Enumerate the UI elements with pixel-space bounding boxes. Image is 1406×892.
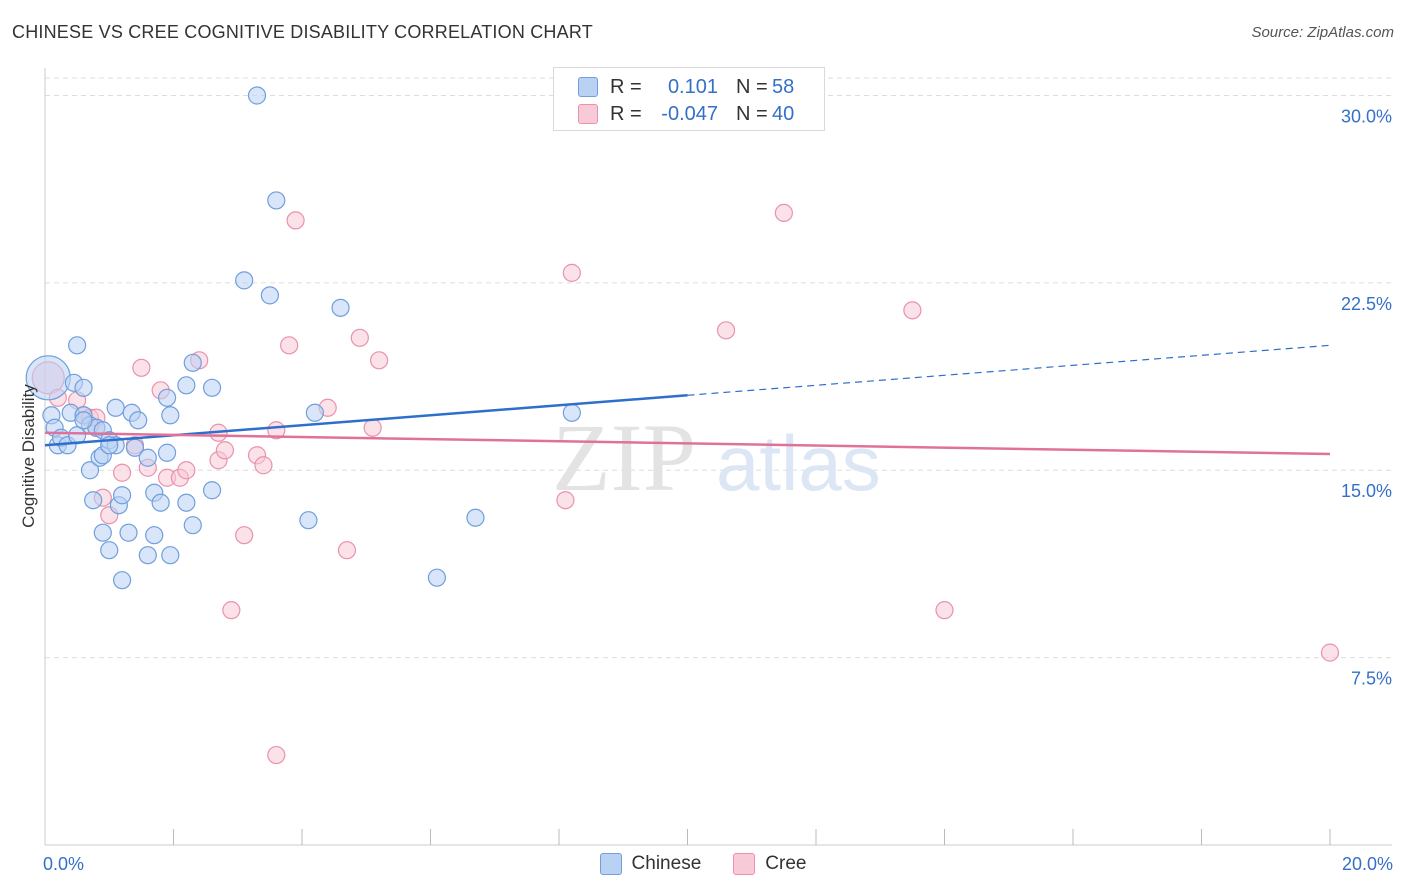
chinese-point [267, 191, 286, 210]
stats-legend: R = 0.101 N = 58 R = -0.047 N = 40 [553, 67, 825, 131]
cree-trend-line [44, 431, 1331, 456]
chinese-point [202, 378, 222, 397]
watermark-zip: ZIP [552, 404, 696, 511]
chinese-point [157, 443, 177, 462]
legend-r-value: 0.101 [667, 75, 718, 98]
chinese-point [100, 541, 119, 560]
chinese-point [68, 336, 87, 355]
cree-point [267, 745, 286, 765]
legend-row-chinese: R = 0.101 N = 58 [578, 74, 794, 100]
legend-label-cree: Cree [765, 853, 807, 874]
chinese-point [129, 411, 148, 430]
chinese-point [74, 378, 93, 397]
chinese-point [74, 411, 93, 430]
cree-point [235, 526, 254, 545]
legend-r-label: R = [610, 75, 642, 98]
chinese-point [93, 523, 112, 542]
cree-point [280, 336, 299, 355]
chinese-point [235, 271, 254, 290]
chinese-trend-extension [687, 344, 1331, 396]
chinese-point [151, 493, 170, 512]
legend-r-label: R = [610, 102, 642, 125]
chinese-point [161, 546, 180, 565]
chinese-point [161, 406, 180, 425]
cree-swatch [733, 853, 756, 875]
cree-point [215, 441, 234, 460]
chinese-point [247, 86, 267, 105]
cree-point [363, 418, 382, 437]
cree-point [562, 263, 581, 282]
series-legend: Chinese Cree [0, 851, 1406, 877]
legend-item-chinese[interactable]: Chinese [599, 853, 702, 875]
chinese-point [84, 491, 103, 510]
cree-point [716, 321, 736, 340]
chinese-point [177, 376, 196, 395]
cree-point [903, 301, 922, 320]
legend-n-label: N = [736, 75, 768, 98]
chinese-swatch [599, 853, 622, 875]
y-tick-label: 7.5% [1351, 669, 1392, 689]
chinese-point [119, 523, 138, 542]
cree-point [774, 203, 793, 223]
cree-point [177, 461, 196, 480]
x-tick-label: 20.0% [1342, 854, 1393, 874]
cree-point [222, 601, 241, 620]
chinese-point [145, 526, 164, 545]
chinese-point [260, 286, 279, 305]
y-tick-label: 15.0% [1341, 481, 1392, 501]
cree-point [286, 211, 305, 230]
chinese-point [202, 481, 222, 500]
legend-n-value: 40 [772, 102, 795, 125]
y-tick-label: 30.0% [1341, 106, 1392, 126]
legend-n-value: 58 [772, 75, 795, 98]
cree-point [556, 491, 575, 510]
cree-point [350, 328, 369, 347]
cree-point [1320, 643, 1340, 662]
chinese-point [80, 461, 100, 480]
chinese-trend-line [44, 394, 688, 447]
cree-point [254, 456, 273, 475]
legend-label-chinese: Chinese [631, 853, 702, 874]
y-tick-label: 22.5% [1341, 294, 1392, 314]
chinese-point [427, 568, 447, 587]
chinese-point [157, 388, 177, 407]
chinese-point [466, 508, 485, 527]
chinese-point [138, 448, 157, 467]
chinese-swatch [578, 77, 598, 97]
chinese-point [138, 546, 157, 565]
chinese-point [177, 493, 196, 512]
chinese-point [562, 403, 581, 422]
chinese-point [331, 298, 350, 317]
chinese-point [305, 403, 324, 422]
cree-point [112, 463, 132, 482]
cree-point [935, 601, 954, 620]
chart-title: CHINESE VS CREE COGNITIVE DISABILITY COR… [12, 22, 593, 42]
y-axis-label: Cognitive Disability [19, 384, 38, 528]
chinese-point [112, 486, 132, 505]
chinese-point [183, 516, 202, 535]
x-tick-label: 0.0% [43, 854, 84, 874]
legend-r-value: -0.047 [661, 102, 718, 125]
legend-n-label: N = [736, 102, 768, 125]
watermark-atlas: atlas [716, 419, 881, 507]
legend-row-cree: R = -0.047 N = 40 [578, 101, 794, 127]
cree-point [132, 358, 151, 377]
chinese-point [106, 398, 125, 417]
cree-point [337, 541, 357, 560]
legend-item-cree[interactable]: Cree [733, 853, 806, 875]
source-label: Source: ZipAtlas.com [1251, 24, 1394, 41]
chinese-point [112, 571, 132, 590]
cree-point [370, 351, 389, 370]
chinese-point [183, 353, 202, 372]
cree-swatch [578, 104, 598, 124]
chinese-point [299, 511, 318, 530]
